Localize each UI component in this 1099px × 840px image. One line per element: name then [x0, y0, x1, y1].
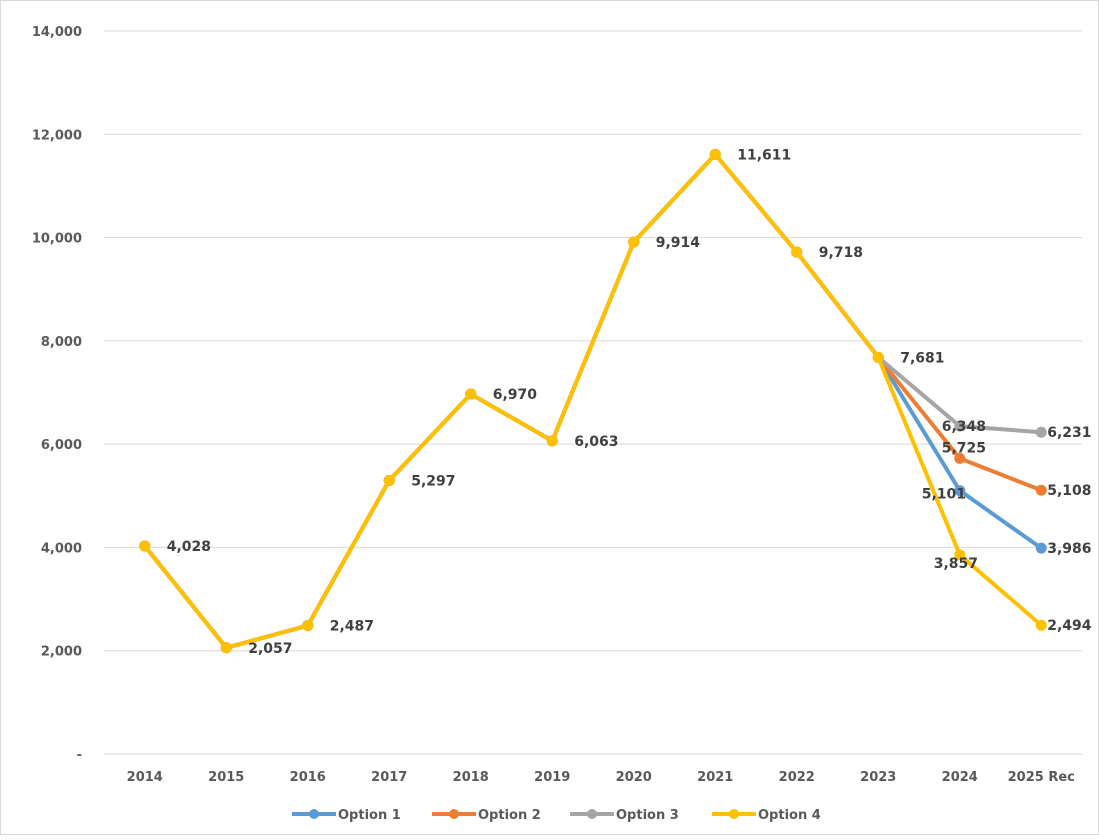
data-point [139, 540, 151, 552]
data-label: 2,057 [248, 641, 292, 657]
legend-item-option-4: Option 4 [712, 808, 821, 823]
x-tick-label: 2020 [616, 770, 652, 785]
data-point [954, 452, 966, 464]
data-label: 7,681 [900, 350, 944, 366]
legend-label: Option 3 [616, 808, 679, 823]
x-tick-label: 2019 [534, 770, 570, 785]
data-label: 5,101 [922, 487, 966, 503]
x-tick-label: 2016 [290, 770, 326, 785]
y-tick-label: 14,000 [32, 25, 82, 40]
data-labels: 5,101 3,986 5,725 5,108 6,348 6,231 4,028 2,057… [167, 147, 1092, 656]
data-point [954, 549, 966, 561]
data-point [872, 351, 884, 363]
data-label: 5,725 [942, 440, 986, 456]
y-tick-label: 6,000 [41, 438, 82, 453]
data-label: 9,718 [819, 245, 863, 261]
series-option-4 [139, 148, 1047, 654]
legend-item-option-1: Option 1 [292, 808, 401, 823]
data-label: 5,108 [1047, 483, 1091, 499]
data-label: 6,231 [1047, 425, 1091, 441]
data-label: 5,297 [411, 473, 455, 489]
series-lines [139, 148, 1047, 654]
legend-label: Option 1 [338, 808, 401, 823]
x-tick-label: 2023 [860, 770, 896, 785]
data-point [628, 236, 640, 248]
data-label: 3,986 [1047, 541, 1091, 557]
data-label: 6,970 [493, 387, 538, 403]
legend: Option 1 Option 2 Option 3 Option 4 [292, 808, 821, 823]
data-point [791, 246, 803, 258]
x-tick-label: 2014 [127, 770, 163, 785]
data-point [954, 485, 966, 497]
legend-swatch-marker [587, 809, 597, 819]
x-tick-label: 2025 Rec [1008, 770, 1075, 785]
x-tick-label: 2015 [208, 770, 244, 785]
data-point [1035, 484, 1047, 496]
x-tick-label: 2022 [779, 770, 815, 785]
y-tick-label: - [77, 748, 82, 763]
data-label: 3,857 [934, 556, 978, 572]
x-tick-label: 2021 [697, 770, 733, 785]
series-line [142, 152, 1044, 650]
legend-label: Option 4 [758, 808, 821, 823]
x-axis: 2014 2015 2016 2017 2018 2019 2020 2021 2022 2023… [127, 770, 1075, 785]
data-point [1035, 619, 1047, 631]
legend-item-option-3: Option 3 [570, 808, 679, 823]
legend-swatch-marker [729, 809, 739, 819]
data-point [709, 148, 721, 160]
data-point [1035, 542, 1047, 554]
data-point [220, 642, 232, 654]
data-label: 6,063 [574, 434, 618, 450]
data-point [302, 620, 314, 632]
y-tick-label: 12,000 [32, 128, 82, 143]
x-tick-label: 2018 [453, 770, 489, 785]
x-tick-label: 2024 [942, 770, 978, 785]
data-point [465, 388, 477, 400]
legend-item-option-2: Option 2 [432, 808, 541, 823]
data-point [954, 420, 966, 432]
data-point [383, 474, 395, 486]
y-axis: - 2,000 4,000 6,000 8,000 10,000 12,000 14,000 [32, 25, 82, 763]
legend-swatch-marker [449, 809, 459, 819]
legend-label: Option 2 [478, 808, 541, 823]
y-tick-label: 4,000 [41, 541, 82, 556]
data-label: 4,028 [167, 539, 211, 555]
data-label: 2,487 [330, 619, 374, 635]
legend-swatch-marker [309, 809, 319, 819]
data-label: 2,494 [1047, 618, 1092, 634]
data-label: 11,611 [737, 147, 791, 163]
y-tick-label: 2,000 [41, 645, 82, 660]
x-tick-label: 2017 [371, 770, 407, 785]
y-tick-label: 10,000 [32, 232, 82, 247]
data-label: 9,914 [656, 235, 701, 251]
data-label: 6,348 [942, 419, 986, 435]
data-point [546, 435, 558, 447]
data-point [1035, 426, 1047, 438]
y-tick-label: 8,000 [41, 335, 82, 350]
